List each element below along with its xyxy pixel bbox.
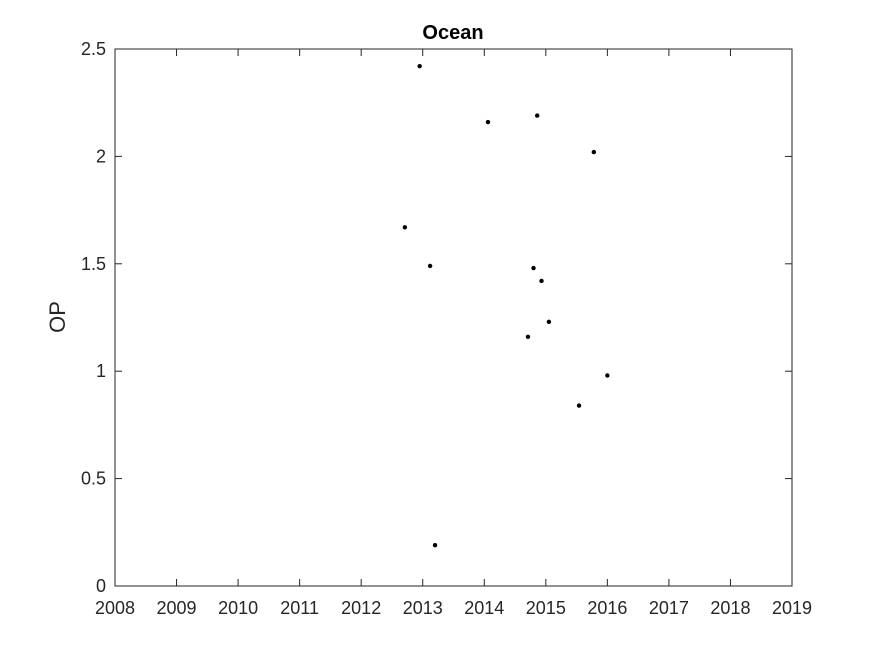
y-axis-tick-labels: 0 0.5 1 1.5 2 2.5 (81, 39, 106, 596)
x-tick-label: 2014 (464, 598, 504, 618)
y-tick-label: 1 (96, 361, 106, 381)
x-tick-label: 2008 (95, 598, 135, 618)
data-point (576, 403, 582, 408)
data-point (417, 63, 422, 69)
data-point (485, 119, 491, 125)
x-tick-label: 2017 (649, 598, 689, 618)
data-point (402, 225, 408, 230)
data-point (432, 542, 438, 548)
data-point (531, 265, 536, 271)
x-tick-label: 2013 (403, 598, 443, 618)
x-axis-tick-labels: 2008 2009 2010 2011 2012 2013 2014 2015 2016 2017… (95, 598, 812, 618)
chart-title: Ocean (422, 22, 483, 44)
x-tick-label: 2011 (280, 598, 319, 618)
x-tick-label: 2016 (587, 598, 627, 618)
x-tick-label: 2009 (157, 598, 197, 618)
data-point (427, 263, 433, 269)
data-point (605, 373, 610, 378)
y-tick-label: 2.5 (81, 39, 106, 59)
y-tick-label: 2 (96, 146, 106, 166)
axis-ticks (114, 48, 793, 587)
y-axis-label: OP (45, 301, 70, 333)
x-tick-label: 2010 (218, 598, 258, 618)
data-point (525, 334, 531, 340)
x-tick-label: 2019 (772, 598, 812, 618)
x-tick-label: 2015 (526, 598, 566, 618)
plot-area (114, 48, 793, 587)
data-point (535, 113, 540, 118)
y-tick-label: 1.5 (81, 254, 106, 274)
x-tick-label: 2018 (710, 598, 750, 618)
y-tick-label: 0.5 (81, 469, 106, 489)
x-tick-label: 2012 (341, 598, 381, 618)
data-points (402, 63, 610, 548)
data-point (539, 278, 544, 284)
data-point (546, 319, 552, 324)
data-point (591, 149, 597, 155)
y-tick-label: 0 (96, 576, 106, 596)
